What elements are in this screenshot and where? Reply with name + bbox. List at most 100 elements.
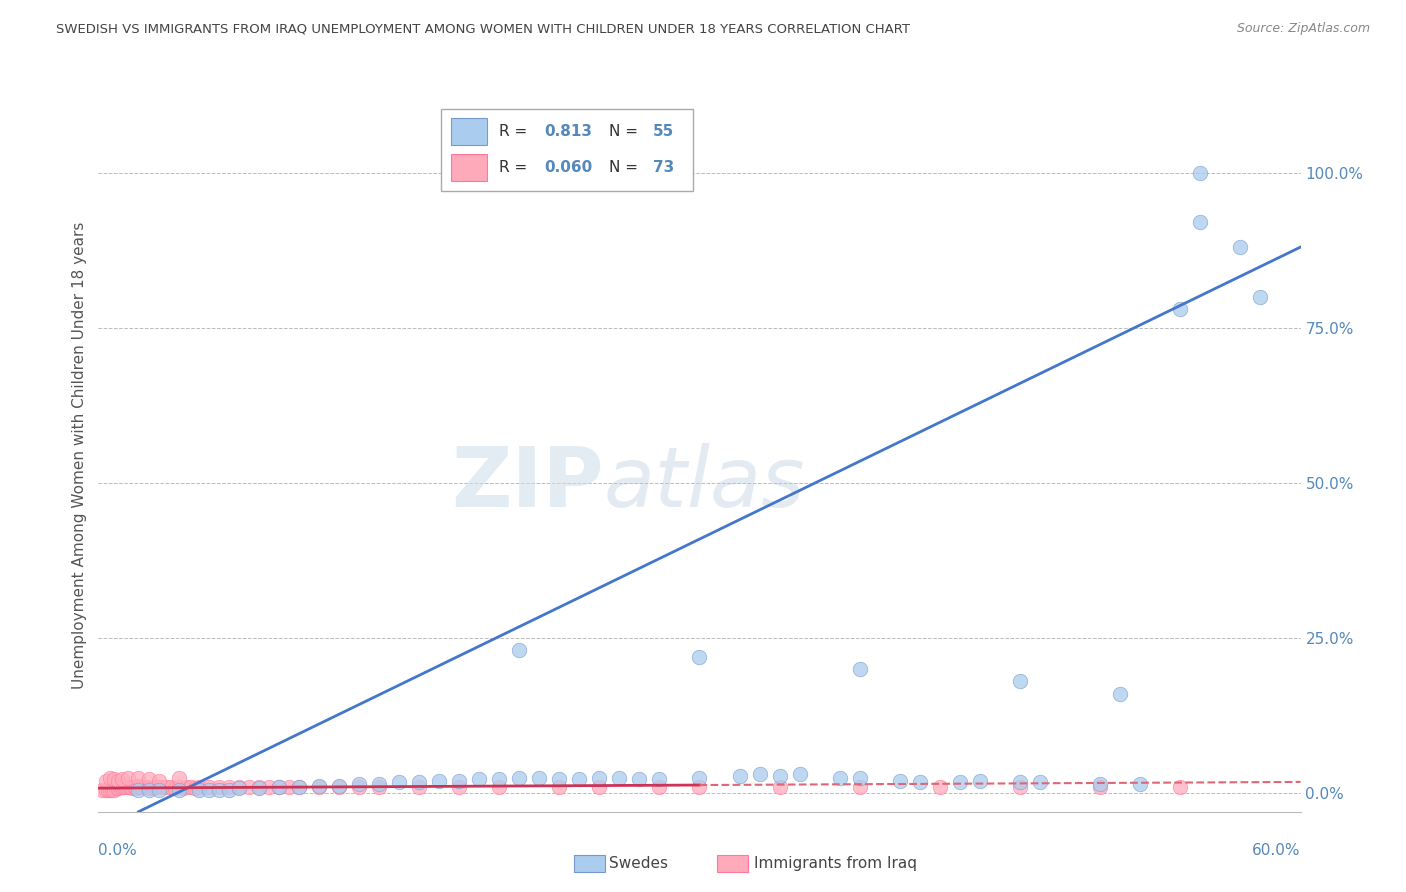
Text: N =: N = <box>609 160 643 175</box>
Point <box>969 773 991 788</box>
Text: Swedes: Swedes <box>609 856 668 871</box>
Point <box>308 780 330 794</box>
Point <box>148 773 170 788</box>
Point <box>167 780 190 794</box>
Point <box>238 780 260 794</box>
Point <box>115 780 138 794</box>
Point <box>138 783 160 797</box>
Point <box>125 781 148 796</box>
Point <box>768 780 790 794</box>
Point <box>107 773 129 788</box>
Point <box>1189 215 1212 229</box>
Point <box>183 781 205 796</box>
Point <box>247 781 270 796</box>
Point <box>1189 165 1212 179</box>
Point <box>143 780 166 794</box>
Point <box>427 773 450 788</box>
Point <box>277 780 299 794</box>
Point <box>155 780 177 794</box>
Text: 0.0%: 0.0% <box>98 843 138 858</box>
Point <box>748 767 770 781</box>
Text: R =: R = <box>499 124 531 139</box>
Point <box>208 780 231 794</box>
Point <box>447 773 470 788</box>
Point <box>889 773 911 788</box>
Point <box>488 772 510 787</box>
Point <box>1250 290 1272 304</box>
Point <box>388 775 411 789</box>
Point <box>117 780 139 794</box>
Point <box>111 772 134 787</box>
Point <box>688 649 710 664</box>
Text: 0.060: 0.060 <box>544 160 593 175</box>
Point <box>124 780 146 794</box>
Text: ZIP: ZIP <box>451 443 603 524</box>
Point <box>128 783 150 797</box>
Point <box>648 780 671 794</box>
Point <box>148 783 170 797</box>
Point <box>849 662 872 676</box>
Point <box>141 781 163 796</box>
Point <box>408 780 430 794</box>
Text: SWEDISH VS IMMIGRANTS FROM IRAQ UNEMPLOYMENT AMONG WOMEN WITH CHILDREN UNDER 18 : SWEDISH VS IMMIGRANTS FROM IRAQ UNEMPLOY… <box>56 22 910 36</box>
Point <box>100 771 122 785</box>
Point <box>135 780 157 794</box>
Point <box>828 771 851 785</box>
Point <box>588 771 610 785</box>
Point <box>1170 302 1192 317</box>
Point <box>103 772 125 787</box>
Y-axis label: Unemployment Among Women with Children Under 18 years: Unemployment Among Women with Children U… <box>72 221 87 689</box>
Point <box>628 772 651 787</box>
Point <box>1229 240 1251 254</box>
Point <box>218 783 240 797</box>
Point <box>1010 674 1032 689</box>
Point <box>138 772 160 787</box>
Point <box>328 780 350 794</box>
Text: N =: N = <box>609 124 643 139</box>
Point <box>267 780 290 794</box>
Point <box>508 643 530 657</box>
Point <box>529 771 551 785</box>
Point <box>688 771 710 785</box>
Point <box>97 783 120 797</box>
Point <box>1109 687 1132 701</box>
Point <box>548 772 571 787</box>
Point <box>648 772 671 787</box>
Point <box>228 780 250 794</box>
Point <box>117 771 139 785</box>
Point <box>949 775 972 789</box>
Point <box>120 780 142 794</box>
Point <box>1129 777 1152 791</box>
Point <box>468 772 491 787</box>
Point <box>228 781 250 796</box>
Point <box>508 771 530 785</box>
Point <box>105 781 128 796</box>
Point <box>96 773 118 788</box>
Point <box>180 780 202 794</box>
Point <box>91 783 114 797</box>
Point <box>218 780 240 794</box>
Point <box>107 781 129 796</box>
Point <box>308 779 330 793</box>
Point <box>159 780 181 794</box>
Point <box>929 780 952 794</box>
Point <box>1088 777 1111 791</box>
Point <box>172 781 194 796</box>
Point <box>328 779 350 793</box>
Text: Immigrants from Iraq: Immigrants from Iraq <box>754 856 917 871</box>
Text: 0.813: 0.813 <box>544 124 592 139</box>
Point <box>568 772 591 787</box>
Text: 60.0%: 60.0% <box>1253 843 1301 858</box>
FancyBboxPatch shape <box>441 109 693 191</box>
Point <box>588 780 610 794</box>
Point <box>408 775 430 789</box>
Bar <box>451 118 486 145</box>
Point <box>347 780 370 794</box>
Point <box>789 767 811 781</box>
Point <box>163 781 186 796</box>
Point <box>908 775 931 789</box>
Point <box>110 780 132 794</box>
Point <box>347 777 370 791</box>
Point <box>111 780 134 794</box>
Point <box>1170 780 1192 794</box>
